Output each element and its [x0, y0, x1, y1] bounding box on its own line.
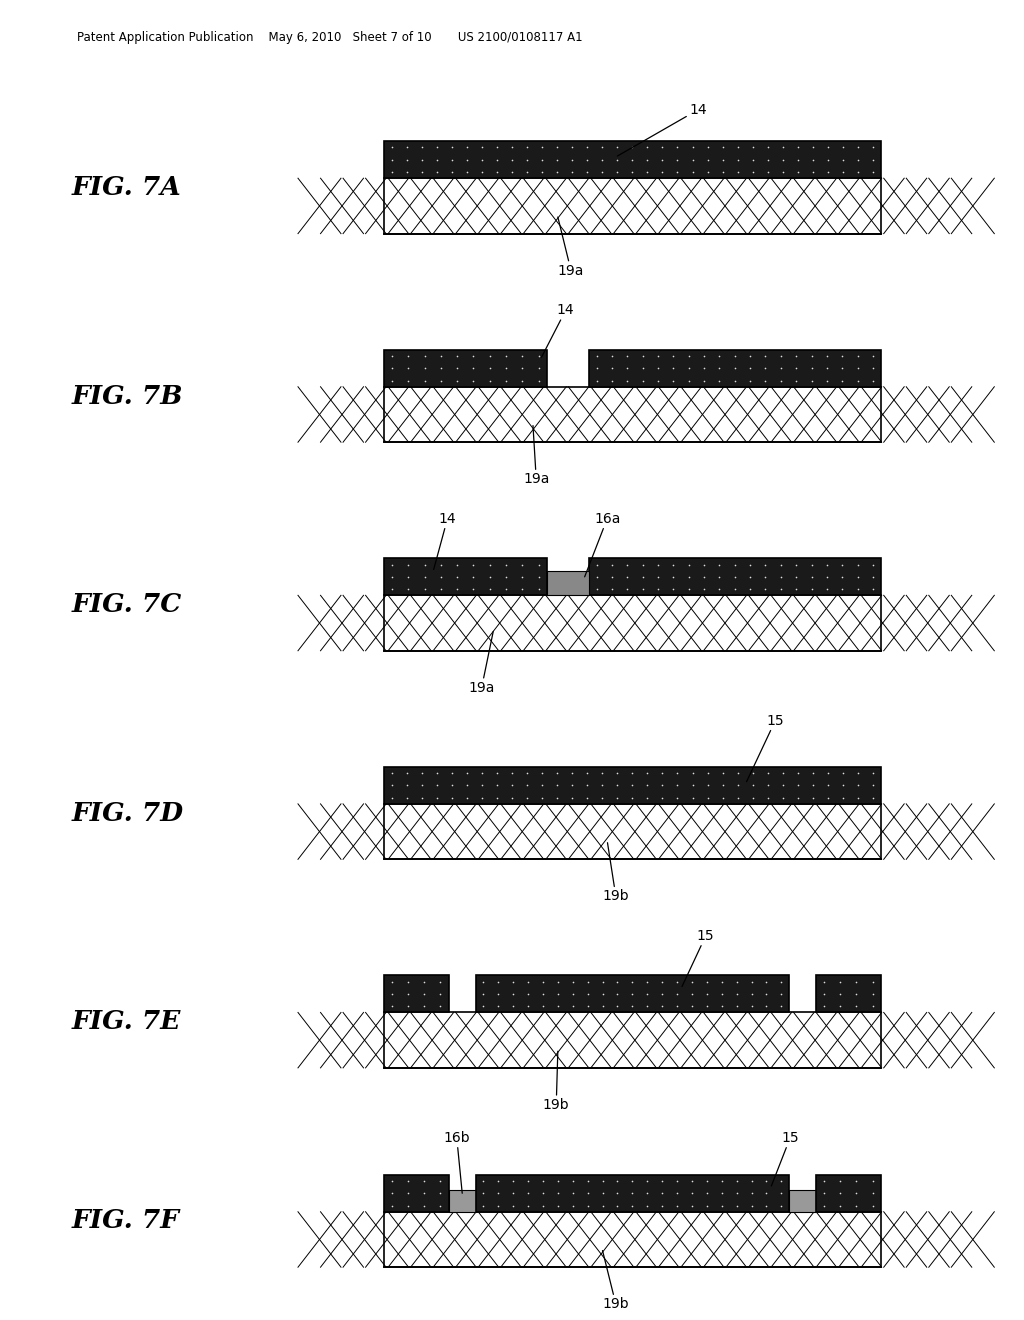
Text: FIG. 7F: FIG. 7F [72, 1209, 179, 1233]
Bar [449, 1189, 476, 1212]
Bar [384, 804, 881, 859]
Text: 15: 15 [771, 1131, 799, 1185]
Text: 19b: 19b [543, 1051, 569, 1111]
Text: 19b: 19b [602, 1250, 629, 1311]
Bar [384, 1175, 449, 1212]
Text: FIG. 7A: FIG. 7A [72, 176, 181, 199]
Text: 19a: 19a [523, 425, 550, 486]
Text: FIG. 7C: FIG. 7C [72, 593, 182, 616]
Bar [384, 767, 881, 804]
Bar [384, 1212, 881, 1267]
Bar [547, 572, 589, 595]
Text: 19a: 19a [468, 631, 495, 694]
Text: 16a: 16a [585, 512, 621, 577]
Text: 15: 15 [682, 929, 715, 986]
Text: FIG. 7B: FIG. 7B [72, 384, 183, 408]
Bar [384, 975, 449, 1012]
Text: FIG. 7D: FIG. 7D [72, 801, 183, 825]
Bar [816, 975, 881, 1012]
Bar [476, 1175, 788, 1212]
Text: 15: 15 [746, 714, 784, 781]
Text: 19a: 19a [558, 216, 585, 277]
Bar [384, 387, 881, 442]
Bar [589, 350, 881, 387]
Text: 14: 14 [617, 103, 707, 156]
Text: FIG. 7E: FIG. 7E [72, 1010, 181, 1034]
Bar [589, 558, 881, 595]
Bar [384, 141, 881, 178]
Text: 14: 14 [434, 512, 457, 569]
Text: 14: 14 [542, 304, 574, 358]
Bar [384, 595, 881, 651]
Text: 16b: 16b [443, 1131, 470, 1193]
Text: Patent Application Publication    May 6, 2010   Sheet 7 of 10       US 2100/0108: Patent Application Publication May 6, 20… [77, 32, 583, 44]
Bar [788, 1189, 816, 1212]
Bar [476, 975, 788, 1012]
Text: 19b: 19b [602, 842, 629, 903]
Bar [384, 1012, 881, 1068]
Bar [816, 1175, 881, 1212]
Bar [384, 558, 547, 595]
Bar [384, 178, 881, 234]
Bar [384, 350, 547, 387]
